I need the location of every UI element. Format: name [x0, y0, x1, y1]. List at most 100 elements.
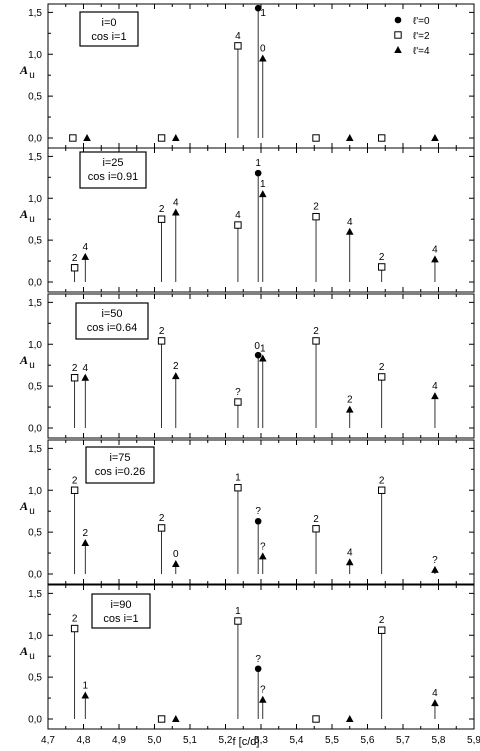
data-point: 2 — [70, 475, 79, 574]
marker-triangle-1 — [81, 539, 90, 547]
point-label: 4 — [432, 244, 438, 255]
marker-triangle-6 — [258, 54, 267, 62]
point-label: 2 — [379, 362, 385, 373]
data-point: 0 — [172, 549, 180, 574]
y-tick-label: 1,0 — [28, 194, 42, 205]
data-point — [312, 715, 320, 723]
y-tick-label: 0,0 — [28, 134, 42, 145]
y-tick-label: 0,5 — [28, 382, 42, 393]
data-point: 1 — [81, 681, 90, 719]
point-label: 2 — [72, 363, 78, 374]
point-label: 2 — [159, 326, 165, 337]
info-inclination: i=90 — [110, 599, 131, 611]
x-axis-title: f [c/d] — [233, 736, 260, 748]
x-tick-label: 5,4 — [290, 735, 304, 746]
data-point: 1 — [234, 606, 242, 719]
point-label: 0 — [254, 341, 260, 352]
marker-triangle-10 — [431, 134, 439, 141]
data-point: ? — [254, 654, 262, 719]
marker-square-7 — [312, 337, 320, 345]
y-axis-title-subscript: u — [29, 214, 35, 225]
marker-square-2 — [157, 715, 166, 723]
marker-circle-5 — [254, 351, 262, 359]
y-tick-label: 0,5 — [28, 528, 42, 539]
point-label: 4 — [347, 547, 353, 558]
point-label: ? — [432, 555, 438, 566]
data-point — [157, 134, 166, 142]
data-point — [83, 134, 91, 141]
marker-square-9 — [378, 486, 386, 494]
point-label: 0 — [173, 549, 179, 560]
data-point — [172, 134, 180, 141]
marker-triangle-10 — [431, 255, 439, 263]
data-point: 2 — [157, 326, 166, 428]
data-point: 2 — [81, 528, 90, 574]
y-tick-label: 0,0 — [28, 570, 42, 581]
x-tick-label: 5,2 — [219, 735, 233, 746]
data-point: 4 — [172, 197, 180, 282]
point-label: 2 — [313, 202, 319, 213]
y-axis-title-subscript: u — [29, 360, 35, 371]
y-axis-title-subscript: u — [29, 70, 35, 81]
info-inclination: i=0 — [102, 17, 117, 29]
point-label: 2 — [72, 614, 78, 625]
marker-triangle-1 — [83, 134, 91, 141]
point-label: 1 — [260, 179, 266, 190]
data-point — [69, 134, 77, 142]
y-tick-label: 0,5 — [28, 673, 42, 684]
marker-circle-legend-0 — [394, 16, 402, 24]
data-point: 2 — [157, 204, 166, 282]
point-label: 4 — [82, 242, 88, 253]
marker-triangle-6 — [258, 354, 267, 362]
marker-square-4 — [234, 398, 242, 406]
marker-triangle-3 — [172, 134, 180, 141]
marker-triangle-10 — [431, 392, 439, 400]
y-axis-title: A — [19, 207, 28, 221]
point-label: 2 — [379, 615, 385, 626]
marker-triangle-1 — [81, 691, 90, 699]
data-point: 4 — [234, 210, 242, 282]
marker-square-4 — [234, 221, 242, 229]
point-label: 4 — [432, 688, 438, 699]
marker-triangle-3 — [172, 715, 180, 722]
data-point: 1 — [254, 4, 266, 138]
point-label: 4 — [347, 217, 353, 228]
info-box — [85, 446, 155, 484]
marker-triangle-1 — [81, 252, 90, 260]
info-cos: cos i=0.91 — [88, 171, 138, 183]
marker-square-0 — [70, 264, 79, 272]
marker-square-0 — [70, 374, 79, 382]
marker-square-legend-1 — [394, 31, 402, 39]
info-cos: cos i=0.26 — [95, 466, 145, 478]
marker-circle-5 — [254, 665, 262, 673]
marker-triangle-10 — [431, 699, 439, 707]
y-tick-label: 0,0 — [28, 715, 42, 726]
data-point: 2 — [157, 513, 166, 574]
point-label: ? — [255, 506, 261, 517]
data-point: 1 — [254, 158, 262, 282]
marker-square-2 — [157, 215, 166, 223]
data-point: 0 — [254, 341, 262, 428]
info-inclination: i=50 — [101, 308, 122, 320]
panel-4: 0,0 0,5 1,0 1,5 A u i=75 cos i=0.26 2 2 2 0 1?? 2 4 2? — [19, 439, 475, 585]
data-point — [378, 134, 386, 142]
x-tick-label: 5,1 — [183, 735, 197, 746]
point-label: 2 — [82, 528, 88, 539]
data-point: 2 — [378, 475, 386, 574]
y-tick-label: 1,5 — [28, 8, 42, 19]
point-label: 4 — [82, 363, 88, 374]
y-tick-label: 0,0 — [28, 424, 42, 435]
y-axis-title: A — [19, 353, 28, 367]
legend-label: ℓ'=0 — [413, 16, 430, 27]
data-point: 2 — [172, 361, 180, 428]
point-label: 2 — [379, 252, 385, 263]
data-point: 2 — [312, 326, 320, 428]
data-point: 4 — [345, 217, 354, 282]
y-axis-title-subscript: u — [29, 651, 35, 662]
data-point: 2 — [378, 362, 386, 428]
x-tick-label: 5,6 — [361, 735, 375, 746]
info-cos: cos i=1 — [91, 31, 126, 43]
info-inclination: i=25 — [102, 157, 123, 169]
legend: ℓ'=0 ℓ'=2 ℓ'=4 — [394, 16, 430, 57]
